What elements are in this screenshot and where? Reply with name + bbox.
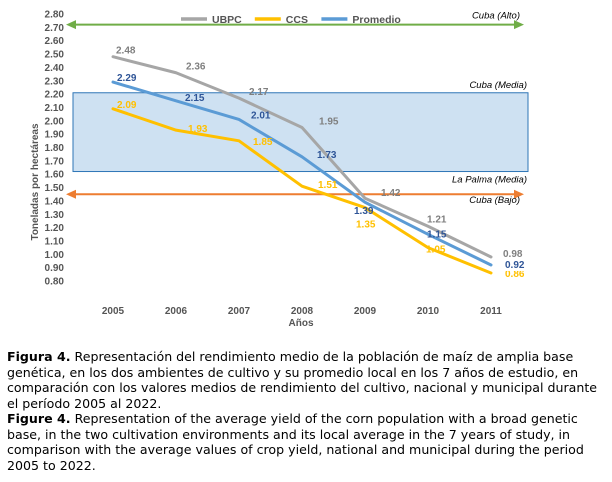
y-tick-label: 1.80	[45, 143, 65, 154]
y-tick-label: 0.90	[45, 263, 65, 274]
y-tick-label: 2.30	[45, 76, 65, 87]
x-tick-label: 2009	[354, 306, 377, 317]
data-label-promedio: 1.73	[317, 150, 337, 161]
yield-chart: Cuba (Media) La Palma (Media) Cuba (Alto)…	[30, 10, 529, 329]
reference-arrow-left-0	[66, 20, 76, 30]
y-tick-label: 2.20	[45, 90, 65, 101]
data-label-ccs: 1.35	[356, 220, 376, 231]
data-label-promedio: 1.15	[427, 229, 447, 240]
data-label-ubpc: 2.17	[249, 87, 269, 98]
band-cuba-media-la-palma-media	[72, 92, 529, 173]
y-tick-label: 1.30	[45, 210, 65, 221]
y-tick-label: 2.60	[45, 36, 65, 47]
band-label-top: Cuba (Media)	[469, 80, 527, 91]
y-tick-label: 2.40	[45, 63, 65, 74]
y-tick-label: 1.40	[45, 196, 65, 207]
x-axis-title: Años	[289, 318, 314, 329]
y-tick-label: 2.50	[45, 50, 65, 61]
caption-spanish-label: Figura 4.	[7, 349, 71, 364]
data-label-bg	[501, 247, 527, 260]
reference-arrow-right-0	[514, 20, 524, 30]
y-tick-label: 2.00	[45, 116, 65, 127]
series-line-ccs	[111, 107, 493, 275]
caption-spanish-text: Representación del rendimiento medio de …	[7, 349, 598, 411]
data-label-ubpc: 1.95	[319, 116, 339, 127]
series-line-promedio	[111, 80, 493, 267]
caption-english-text: Representation of the average yield of t…	[7, 411, 584, 473]
data-label-ubpc: 0.98	[503, 249, 523, 260]
band-label-bottom: La Palma (Media)	[452, 175, 527, 186]
y-tick-label: 1.50	[45, 183, 65, 194]
x-tick-label: 2005	[102, 306, 125, 317]
x-tick-label: 2008	[291, 306, 314, 317]
x-tick-label: 2006	[165, 306, 188, 317]
legend-label-ccs: CCS	[286, 14, 308, 26]
caption-english-label: Figure 4.	[7, 411, 71, 426]
y-tick-label: 2.70	[45, 23, 65, 34]
data-label-ccs: 1.85	[253, 137, 273, 148]
x-tick-label: 2011	[480, 306, 502, 317]
y-tick-label: 1.00	[45, 250, 65, 261]
data-label-ubpc: 1.21	[427, 214, 447, 225]
data-label-ccs: 1.51	[318, 180, 338, 191]
series-line-ubpc	[111, 55, 493, 259]
y-tick-label: 1.90	[45, 130, 65, 141]
x-tick-label: 2007	[228, 306, 251, 317]
y-tick-label: 1.60	[45, 170, 65, 181]
x-tick-label: 2010	[417, 306, 440, 317]
reference-arrow-right-1	[514, 189, 524, 199]
y-tick-label: 2.10	[45, 103, 65, 114]
data-label-ubpc: 2.48	[116, 46, 136, 57]
data-label-promedio: 2.29	[117, 73, 137, 84]
data-label-promedio: 2.15	[185, 93, 205, 104]
yield-chart-svg: Cuba (Media) La Palma (Media) Cuba (Alto)…	[30, 10, 529, 329]
y-tick-label: 1.10	[45, 236, 65, 247]
data-label-ubpc: 2.36	[186, 62, 206, 73]
legend-label-ubpc: UBPC	[212, 14, 242, 26]
caption-english: Figure 4. Representation of the average …	[7, 411, 609, 473]
reference-arrow-left-1	[66, 189, 76, 199]
data-label-ubpc: 1.42	[381, 188, 401, 199]
data-label-ccs: 1.05	[426, 245, 446, 256]
y-tick-label: 1.70	[45, 156, 65, 167]
y-tick-label: 1.20	[45, 223, 65, 234]
data-label-promedio: 2.01	[251, 110, 271, 121]
caption-spanish: Figura 4. Representación del rendimiento…	[7, 349, 609, 411]
y-tick-label: 0.80	[45, 277, 65, 288]
data-label-promedio: 0.92	[505, 260, 525, 271]
data-label-promedio: 1.39	[354, 206, 374, 217]
y-axis-title: Toneladas por hectáreas	[30, 123, 41, 241]
data-label-ccs: 2.09	[117, 100, 137, 111]
data-label-bg	[503, 258, 529, 271]
y-tick-label: 2.80	[45, 10, 65, 21]
data-label-ccs: 0.86	[505, 269, 525, 280]
data-label-ccs: 1.93	[188, 124, 208, 135]
data-label-bg	[503, 267, 529, 280]
reference-label-0: Cuba (Alto)	[472, 11, 520, 22]
reference-label-1: Cuba (Bajo)	[469, 195, 520, 206]
legend-label-promedio: Promedio	[352, 14, 400, 26]
